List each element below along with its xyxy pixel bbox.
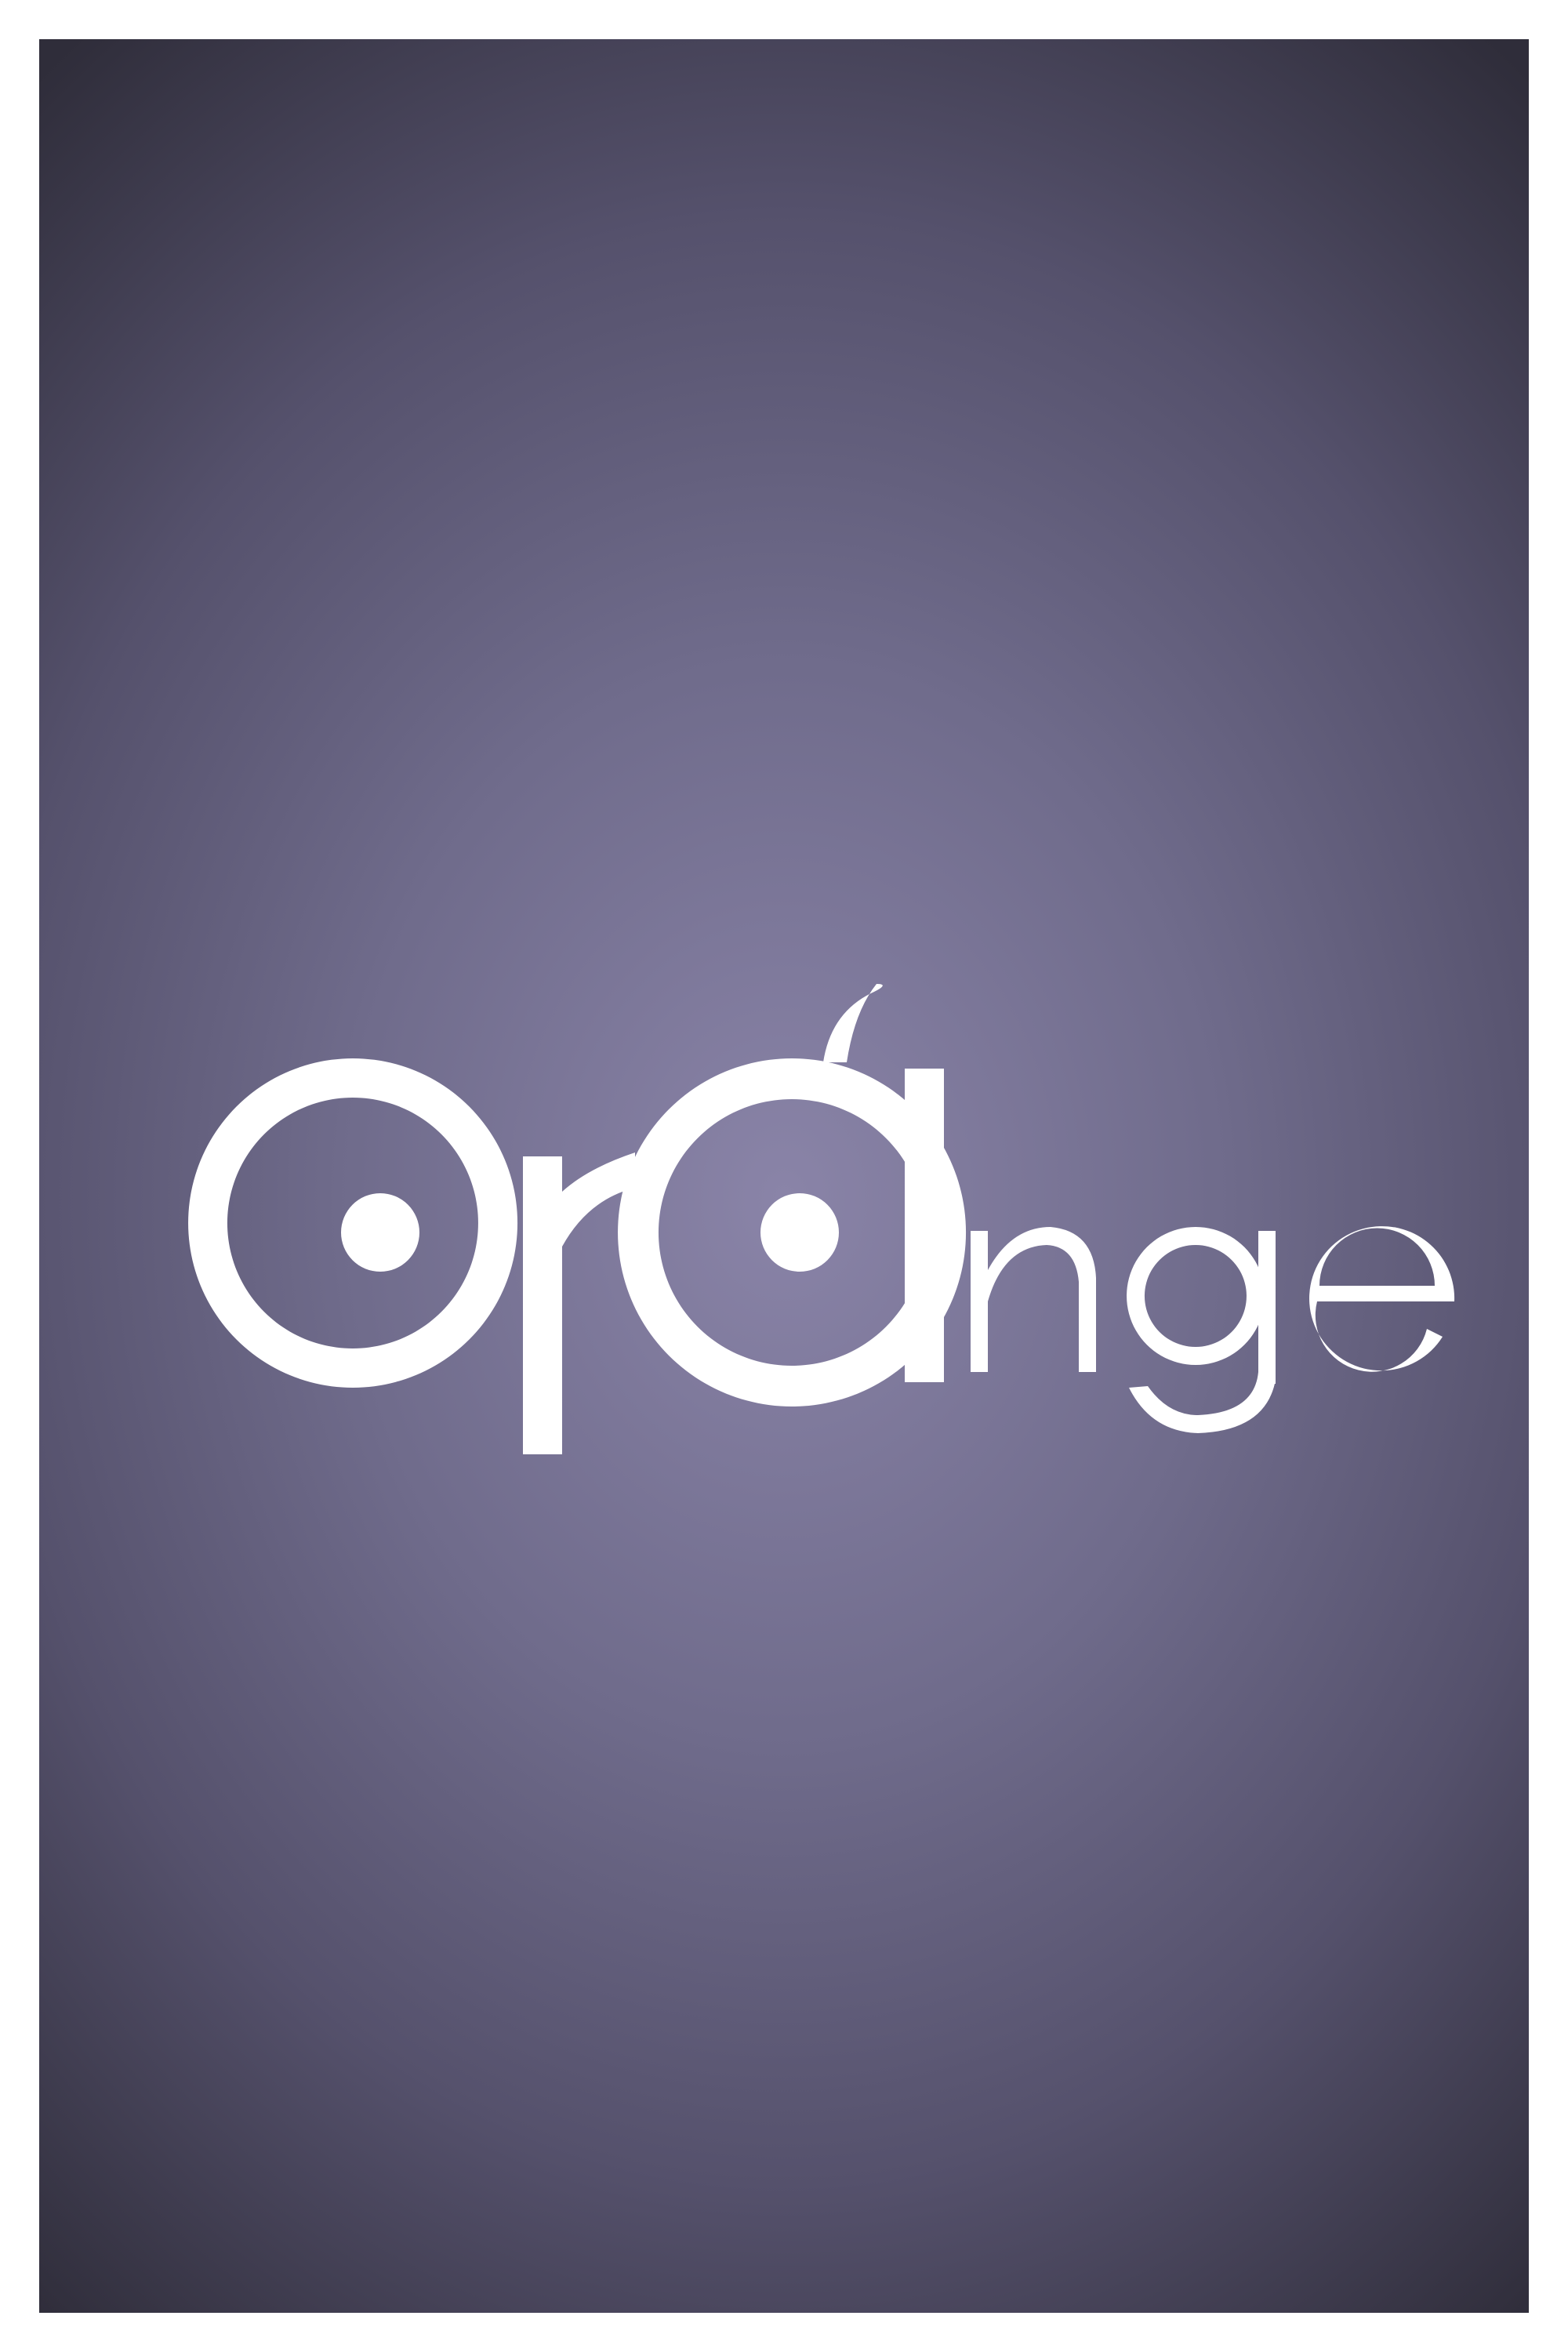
leaf-icon xyxy=(823,984,883,1062)
r-stem xyxy=(523,1156,562,1454)
letter-g xyxy=(1127,1227,1265,1366)
poster-background: orange xyxy=(39,39,1529,2313)
letter-e xyxy=(1309,1226,1455,1372)
letter-n xyxy=(971,1227,1096,1372)
a-stem xyxy=(905,1069,944,1382)
orange-logo xyxy=(188,984,1455,1454)
left-eye-pupil xyxy=(341,1193,419,1272)
letter-g-tail xyxy=(1129,1372,1276,1433)
r-arm xyxy=(562,1152,635,1247)
letter-g-stem xyxy=(1258,1231,1276,1384)
right-eye-pupil xyxy=(760,1193,839,1272)
